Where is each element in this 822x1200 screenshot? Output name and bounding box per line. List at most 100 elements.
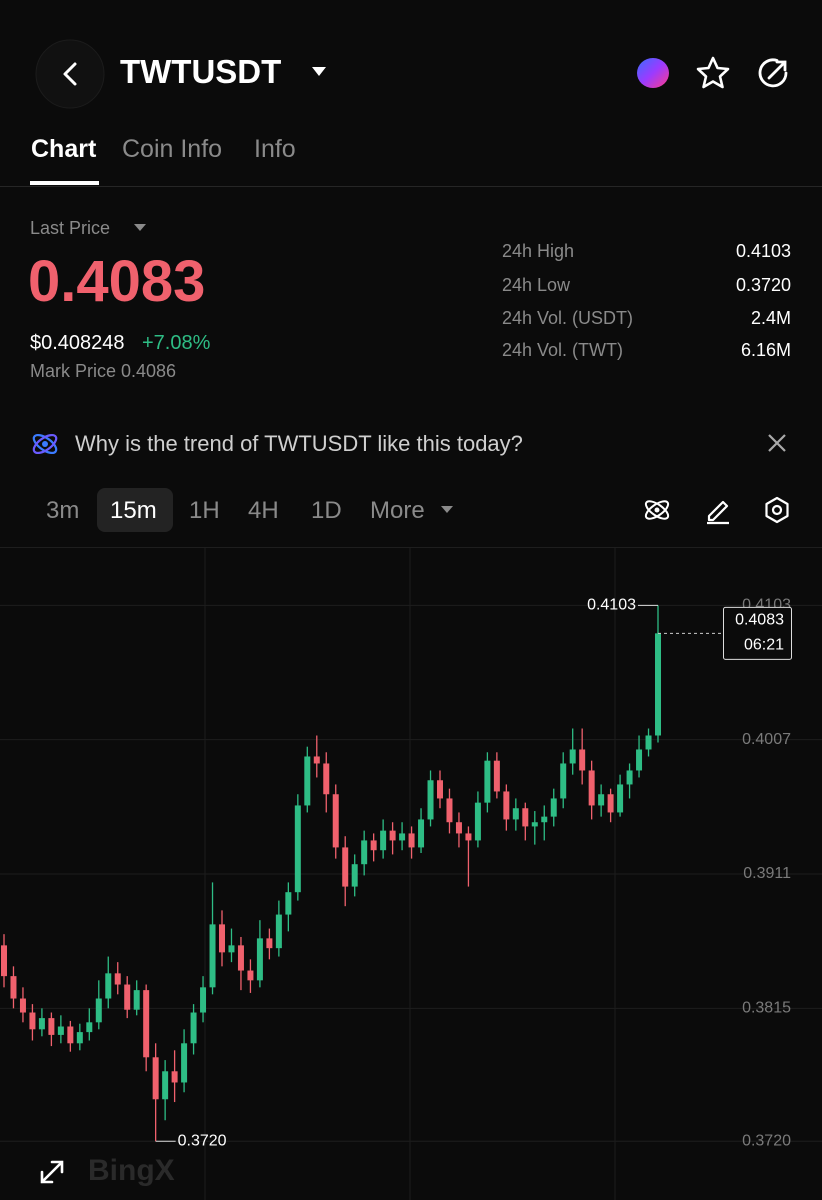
banner-text[interactable]: Why is the trend of TWTUSDT like this to… <box>75 431 523 456</box>
y-tick-label: 0.3720 <box>742 1132 791 1149</box>
symbol-dropdown[interactable] <box>310 64 328 78</box>
candle-body <box>389 830 396 841</box>
y-tick-label: 0.4007 <box>742 731 791 748</box>
candle-body <box>57 1026 64 1035</box>
candle-body <box>19 998 26 1013</box>
candle-body <box>437 780 443 799</box>
ai-icon[interactable] <box>634 54 674 92</box>
candle-body <box>323 763 330 795</box>
tab[interactable]: Chart <box>31 135 97 163</box>
candle-body <box>503 791 510 820</box>
ai-banner-icon <box>32 433 58 455</box>
candle-body <box>152 1057 159 1100</box>
interval[interactable]: 3m <box>46 497 80 524</box>
candle-body <box>560 763 567 799</box>
price-change: +7.08% <box>142 332 211 354</box>
candle-body <box>133 990 140 1010</box>
high-marker-label: 0.4103 <box>587 597 636 614</box>
draw-icon[interactable] <box>703 495 733 525</box>
interval-selected-bg <box>97 488 173 532</box>
favorite-icon[interactable] <box>694 54 732 92</box>
countdown: 06:21 <box>744 637 784 654</box>
candle-body <box>181 1043 188 1083</box>
candle-body <box>332 794 339 848</box>
candle-body <box>124 984 131 1010</box>
price-label[interactable]: Last Price <box>30 218 111 238</box>
candle-body <box>237 945 244 971</box>
candle-body <box>228 945 235 953</box>
indicator-icon[interactable] <box>642 495 672 525</box>
candle-body <box>67 1026 74 1044</box>
settings-icon[interactable] <box>762 495 792 525</box>
interval[interactable]: 1D <box>311 497 342 524</box>
candle-body <box>465 833 472 841</box>
candle-body <box>427 780 434 820</box>
candle-body <box>209 924 216 988</box>
candle-body <box>313 756 320 764</box>
y-tick-label: 0.3911 <box>743 865 791 882</box>
close-banner[interactable] <box>766 432 788 454</box>
share-icon[interactable] <box>755 54 793 92</box>
tab-underline <box>30 181 99 185</box>
candle-body <box>380 830 387 851</box>
candle-body <box>531 822 538 827</box>
last-price-box <box>723 606 792 660</box>
candle-body <box>636 749 643 771</box>
tab[interactable]: Coin Info <box>122 135 223 163</box>
candle-body <box>143 990 150 1058</box>
stat-label: 24h Vol. (USDT) <box>502 308 634 328</box>
interval[interactable]: More <box>370 497 425 524</box>
interval[interactable]: 1H <box>189 497 220 524</box>
last-price: 0.4083 <box>28 249 206 314</box>
candle-body <box>446 798 453 823</box>
price-dropdown[interactable] <box>133 223 147 233</box>
stat-value: 0.4103 <box>735 241 791 261</box>
candle-body <box>522 808 529 827</box>
candle-body <box>76 1032 83 1044</box>
candle-body <box>95 998 102 1023</box>
candle-body <box>455 822 462 834</box>
stat-value: 0.3720 <box>735 275 791 295</box>
candle-body <box>266 938 273 949</box>
candle-body <box>569 749 576 764</box>
interval[interactable]: 4H <box>248 497 279 524</box>
last-price-label: 0.4083 <box>735 612 784 629</box>
candle-body <box>114 973 121 985</box>
candle-body <box>370 840 377 851</box>
more-dropdown[interactable] <box>440 505 454 515</box>
candle-body <box>474 802 481 841</box>
stat-label: 24h Low <box>502 275 571 295</box>
candle-body <box>304 756 311 806</box>
back-button[interactable] <box>34 38 106 110</box>
interval[interactable]: 15m <box>110 497 157 524</box>
candle-body <box>645 735 652 750</box>
mark-price: Mark Price 0.4086 <box>30 361 177 381</box>
symbol[interactable]: TWTUSDT <box>120 53 282 90</box>
candle-body <box>351 864 358 887</box>
candlestick-chart: BingX 0.41030.40070.39110.38150.37200.41… <box>0 548 822 1200</box>
candle-body <box>38 1018 45 1030</box>
watermark: BingX <box>88 1154 175 1187</box>
candle-body <box>294 805 301 893</box>
candle-body <box>285 892 292 915</box>
candle-body <box>162 1071 169 1100</box>
stat-value: 6.16M <box>740 340 791 360</box>
y-tick-label: 0.3815 <box>742 1000 791 1017</box>
candle-body <box>626 770 633 785</box>
candle-body <box>1 945 7 977</box>
candle-body <box>408 833 415 848</box>
usd-price: $0.408248 <box>30 332 125 354</box>
candle-body <box>550 798 557 817</box>
stat-label: 24h Vol. (TWT) <box>502 340 624 360</box>
candle-body <box>541 816 548 823</box>
candle-body <box>171 1071 178 1083</box>
candle-body <box>607 794 614 813</box>
expand-icon[interactable] <box>40 1160 64 1184</box>
candle-body <box>617 784 624 813</box>
candle-body <box>256 938 263 981</box>
tab[interactable]: Info <box>254 135 296 163</box>
candle-body <box>86 1022 93 1033</box>
candle-body <box>598 794 605 806</box>
candle-body <box>579 749 586 771</box>
